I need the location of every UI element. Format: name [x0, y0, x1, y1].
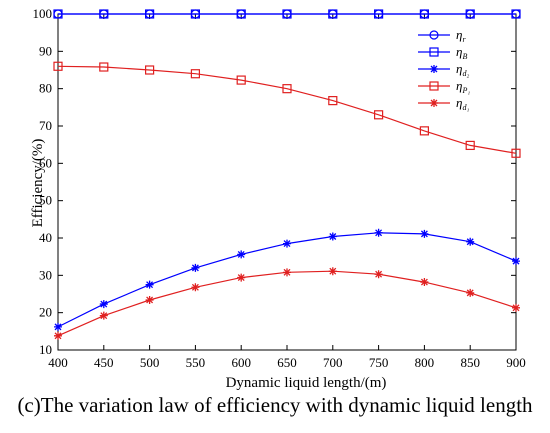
data-point — [420, 278, 429, 287]
figure-caption: (c)The variation law of efficiency with … — [17, 393, 533, 417]
data-point — [237, 273, 246, 282]
data-point — [99, 9, 109, 19]
data-point — [328, 232, 337, 241]
y-tick-label: 20 — [39, 305, 52, 320]
data-point — [465, 140, 475, 151]
plot-frame — [57, 13, 517, 351]
x-axis-label: Dynamic liquid length/(m) — [226, 375, 387, 390]
x-tick-label: 600 — [231, 355, 251, 370]
legend-marker — [429, 47, 439, 57]
y-tick-label: 30 — [39, 267, 52, 282]
y-axis-label: Efficiency/(%) — [30, 139, 46, 228]
legend-marker — [429, 30, 439, 40]
data-point — [328, 267, 337, 276]
data-point — [374, 110, 384, 120]
legend-label: ηB — [456, 44, 467, 61]
x-tick-label: 800 — [415, 355, 435, 370]
series-line — [57, 65, 517, 154]
x-tick-label: 850 — [460, 355, 480, 370]
legend-label: ηd₂ — [456, 61, 469, 78]
data-point — [191, 283, 200, 292]
legend-marker — [429, 81, 439, 91]
data-point — [420, 229, 429, 238]
data-point — [283, 239, 291, 248]
data-point — [512, 257, 520, 266]
series-line — [57, 270, 517, 337]
data-point — [374, 228, 383, 237]
series-4 — [54, 267, 520, 340]
data-point — [512, 303, 520, 312]
efficiency-chart: 400 450 500 550 600 650 700 750 800 850 900 10 20 30 4… — [30, 6, 526, 390]
data-point — [53, 9, 63, 19]
y-tick-label: 10 — [39, 342, 52, 357]
y-tick-label: 80 — [39, 81, 52, 96]
legend-marker — [430, 65, 438, 73]
data-point — [237, 250, 246, 259]
data-point — [328, 96, 338, 106]
data-point — [466, 237, 475, 246]
data-point — [190, 69, 200, 79]
x-tick-label: 450 — [94, 355, 114, 370]
series-1 — [53, 9, 521, 19]
data-point — [465, 9, 475, 19]
data-point — [282, 9, 292, 19]
y-tick-label: 50 — [39, 193, 52, 208]
legend-marker — [430, 99, 438, 107]
x-tick-label: 400 — [48, 355, 68, 370]
data-point — [374, 9, 384, 19]
legend-label: ηd₁ — [456, 95, 469, 112]
x-tick-label: 550 — [186, 355, 206, 370]
data-point — [511, 148, 521, 158]
x-tick-label: 700 — [323, 355, 343, 370]
y-tick-label: 100 — [33, 6, 53, 21]
y-tick-label: 60 — [39, 155, 52, 170]
data-point — [145, 280, 154, 289]
series-3 — [53, 61, 521, 158]
data-point — [282, 84, 292, 94]
data-point — [99, 62, 109, 72]
data-point — [145, 65, 155, 75]
data-point — [145, 295, 154, 304]
x-tick-label: 900 — [506, 355, 526, 370]
data-point — [99, 311, 108, 320]
data-point — [236, 9, 246, 19]
x-tick-label: 650 — [277, 355, 297, 370]
x-tick-label: 500 — [140, 355, 160, 370]
data-point — [419, 9, 429, 19]
data-point — [283, 268, 291, 277]
data-point — [53, 61, 63, 71]
legend-entry: ηd₁ — [418, 95, 469, 112]
data-point — [145, 9, 155, 19]
data-point — [236, 75, 246, 85]
legend-label: ηP₁ — [456, 78, 470, 95]
data-point — [466, 288, 475, 297]
data-point — [419, 126, 429, 136]
y-tick-label: 70 — [39, 118, 52, 133]
legend-label: ηr — [456, 27, 466, 44]
x-tick-label: 750 — [369, 355, 389, 370]
data-point — [511, 9, 521, 19]
data-point — [99, 300, 108, 309]
data-point — [190, 9, 200, 19]
data-point — [54, 322, 62, 331]
series-2 — [54, 228, 520, 331]
data-point — [328, 9, 338, 19]
data-point — [54, 331, 62, 340]
legend-entry: ηd₂ — [418, 61, 469, 78]
y-tick-label: 90 — [39, 43, 52, 58]
y-tick-label: 40 — [39, 230, 52, 245]
data-point — [374, 270, 383, 279]
legend-entry: ηr — [418, 27, 466, 44]
legend-entry: ηB — [418, 44, 467, 61]
data-point — [191, 263, 200, 272]
legend-entry: ηP₁ — [418, 78, 470, 95]
